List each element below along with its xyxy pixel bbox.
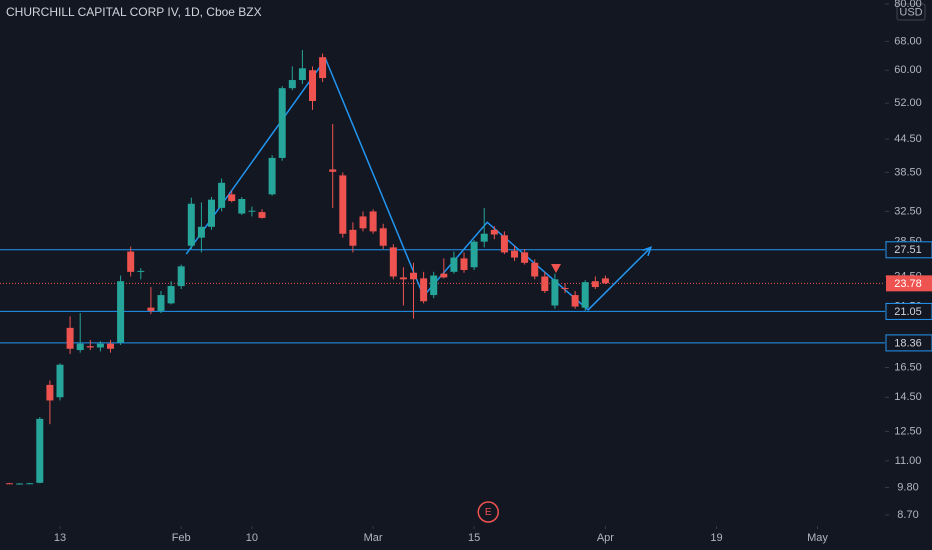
candle-body	[117, 281, 125, 343]
arrow-head	[642, 246, 653, 257]
candle-body	[379, 228, 387, 246]
candle-body	[581, 282, 589, 308]
candle-body	[127, 251, 135, 272]
marker	[551, 264, 561, 273]
candle-body	[591, 281, 599, 288]
candle-body	[238, 199, 246, 214]
event-label: E	[485, 507, 492, 518]
currency: USD	[899, 6, 922, 18]
y-tick-label: 8.70	[897, 509, 918, 521]
candle-body	[359, 216, 367, 229]
candle-body	[278, 88, 286, 158]
y-tick-label: 16.50	[894, 361, 922, 373]
candle-body	[521, 252, 529, 263]
candle-body	[500, 235, 508, 253]
candle-body	[218, 182, 226, 208]
y-tick-label: 80.00	[894, 0, 922, 10]
candle-body	[460, 258, 468, 270]
candle-body	[450, 257, 458, 272]
y-tick-label: 44.50	[894, 133, 922, 145]
candle-body	[601, 278, 609, 284]
candle-body	[5, 483, 13, 485]
price-tag-label: 21.05	[894, 306, 922, 318]
candle-body	[349, 229, 357, 246]
y-tick-label: 32.50	[894, 205, 922, 217]
candle-body	[258, 212, 266, 218]
y-tick-label: 38.50	[894, 166, 922, 178]
candle-body	[561, 288, 569, 290]
price-tag	[885, 302, 932, 320]
candle-body	[106, 343, 114, 349]
candle-body	[46, 384, 54, 401]
x-tick-label: 13	[54, 532, 66, 544]
candle-body	[329, 169, 337, 172]
x-tick-label: 15	[468, 532, 480, 544]
candle-body	[66, 327, 74, 349]
y-tick-label: 9.80	[897, 481, 918, 493]
candle-body	[187, 203, 195, 246]
price-tag	[885, 334, 932, 352]
candle-body	[248, 210, 256, 212]
candle-body	[157, 295, 165, 311]
candle-body	[319, 57, 327, 79]
candle-body	[430, 275, 438, 296]
candle-body	[389, 247, 397, 277]
x-tick-label: May	[807, 532, 828, 544]
price-tag-label: 23.78	[894, 278, 922, 290]
candle-body	[410, 272, 418, 280]
price-tag	[886, 275, 932, 292]
candle-body	[76, 343, 84, 351]
y-tick-label: 60.00	[894, 64, 922, 76]
x-tick-label: Apr	[597, 532, 614, 544]
candle-body	[531, 262, 539, 277]
candle-body	[369, 211, 377, 232]
candle-body	[440, 273, 448, 278]
candle-body	[16, 483, 24, 485]
candle-body	[309, 70, 317, 101]
candle-body	[399, 277, 407, 280]
y-tick-label: 52.00	[894, 97, 922, 109]
candle-body	[288, 80, 296, 89]
candle-body	[167, 286, 175, 304]
candle-body	[137, 270, 145, 272]
chart-title: CHURCHILL CAPITAL CORP IV, 1D, Cboe BZX	[6, 5, 262, 19]
price-tag	[885, 241, 932, 259]
price-tag-label: 27.51	[894, 244, 922, 256]
candle-body	[490, 229, 498, 235]
candle-body	[96, 343, 104, 348]
candle-body	[470, 241, 478, 268]
candle-body	[420, 278, 428, 302]
candle-body	[541, 276, 549, 292]
y-tick-label: 11.00	[895, 455, 922, 467]
x-tick-label: Mar	[364, 532, 383, 544]
candle-body	[480, 233, 488, 242]
y-tick-label: 14.50	[894, 391, 922, 403]
currency-box[interactable]	[896, 3, 926, 21]
candle-body	[36, 418, 44, 483]
candle-body	[197, 226, 205, 238]
candle-body	[298, 68, 306, 81]
candle-body	[56, 364, 64, 398]
candle-body	[339, 175, 347, 234]
x-tick-label: Feb	[172, 532, 191, 544]
event-badge[interactable]	[477, 501, 500, 523]
candle-body	[147, 307, 155, 311]
candle-body	[86, 346, 94, 348]
candle-body	[228, 194, 236, 202]
candle-body	[551, 279, 559, 306]
candle-body	[208, 199, 216, 227]
price-tag-label: 18.36	[894, 337, 922, 349]
candle-body	[26, 483, 34, 485]
y-tick-label: 12.50	[894, 425, 922, 437]
y-tick-label: 68.00	[894, 35, 922, 47]
candle-body	[268, 157, 276, 195]
candle-body	[511, 250, 519, 258]
x-tick-label: 10	[246, 532, 258, 544]
candle-body	[177, 266, 185, 287]
candle-body	[571, 295, 579, 307]
x-tick-label: 19	[710, 532, 722, 544]
